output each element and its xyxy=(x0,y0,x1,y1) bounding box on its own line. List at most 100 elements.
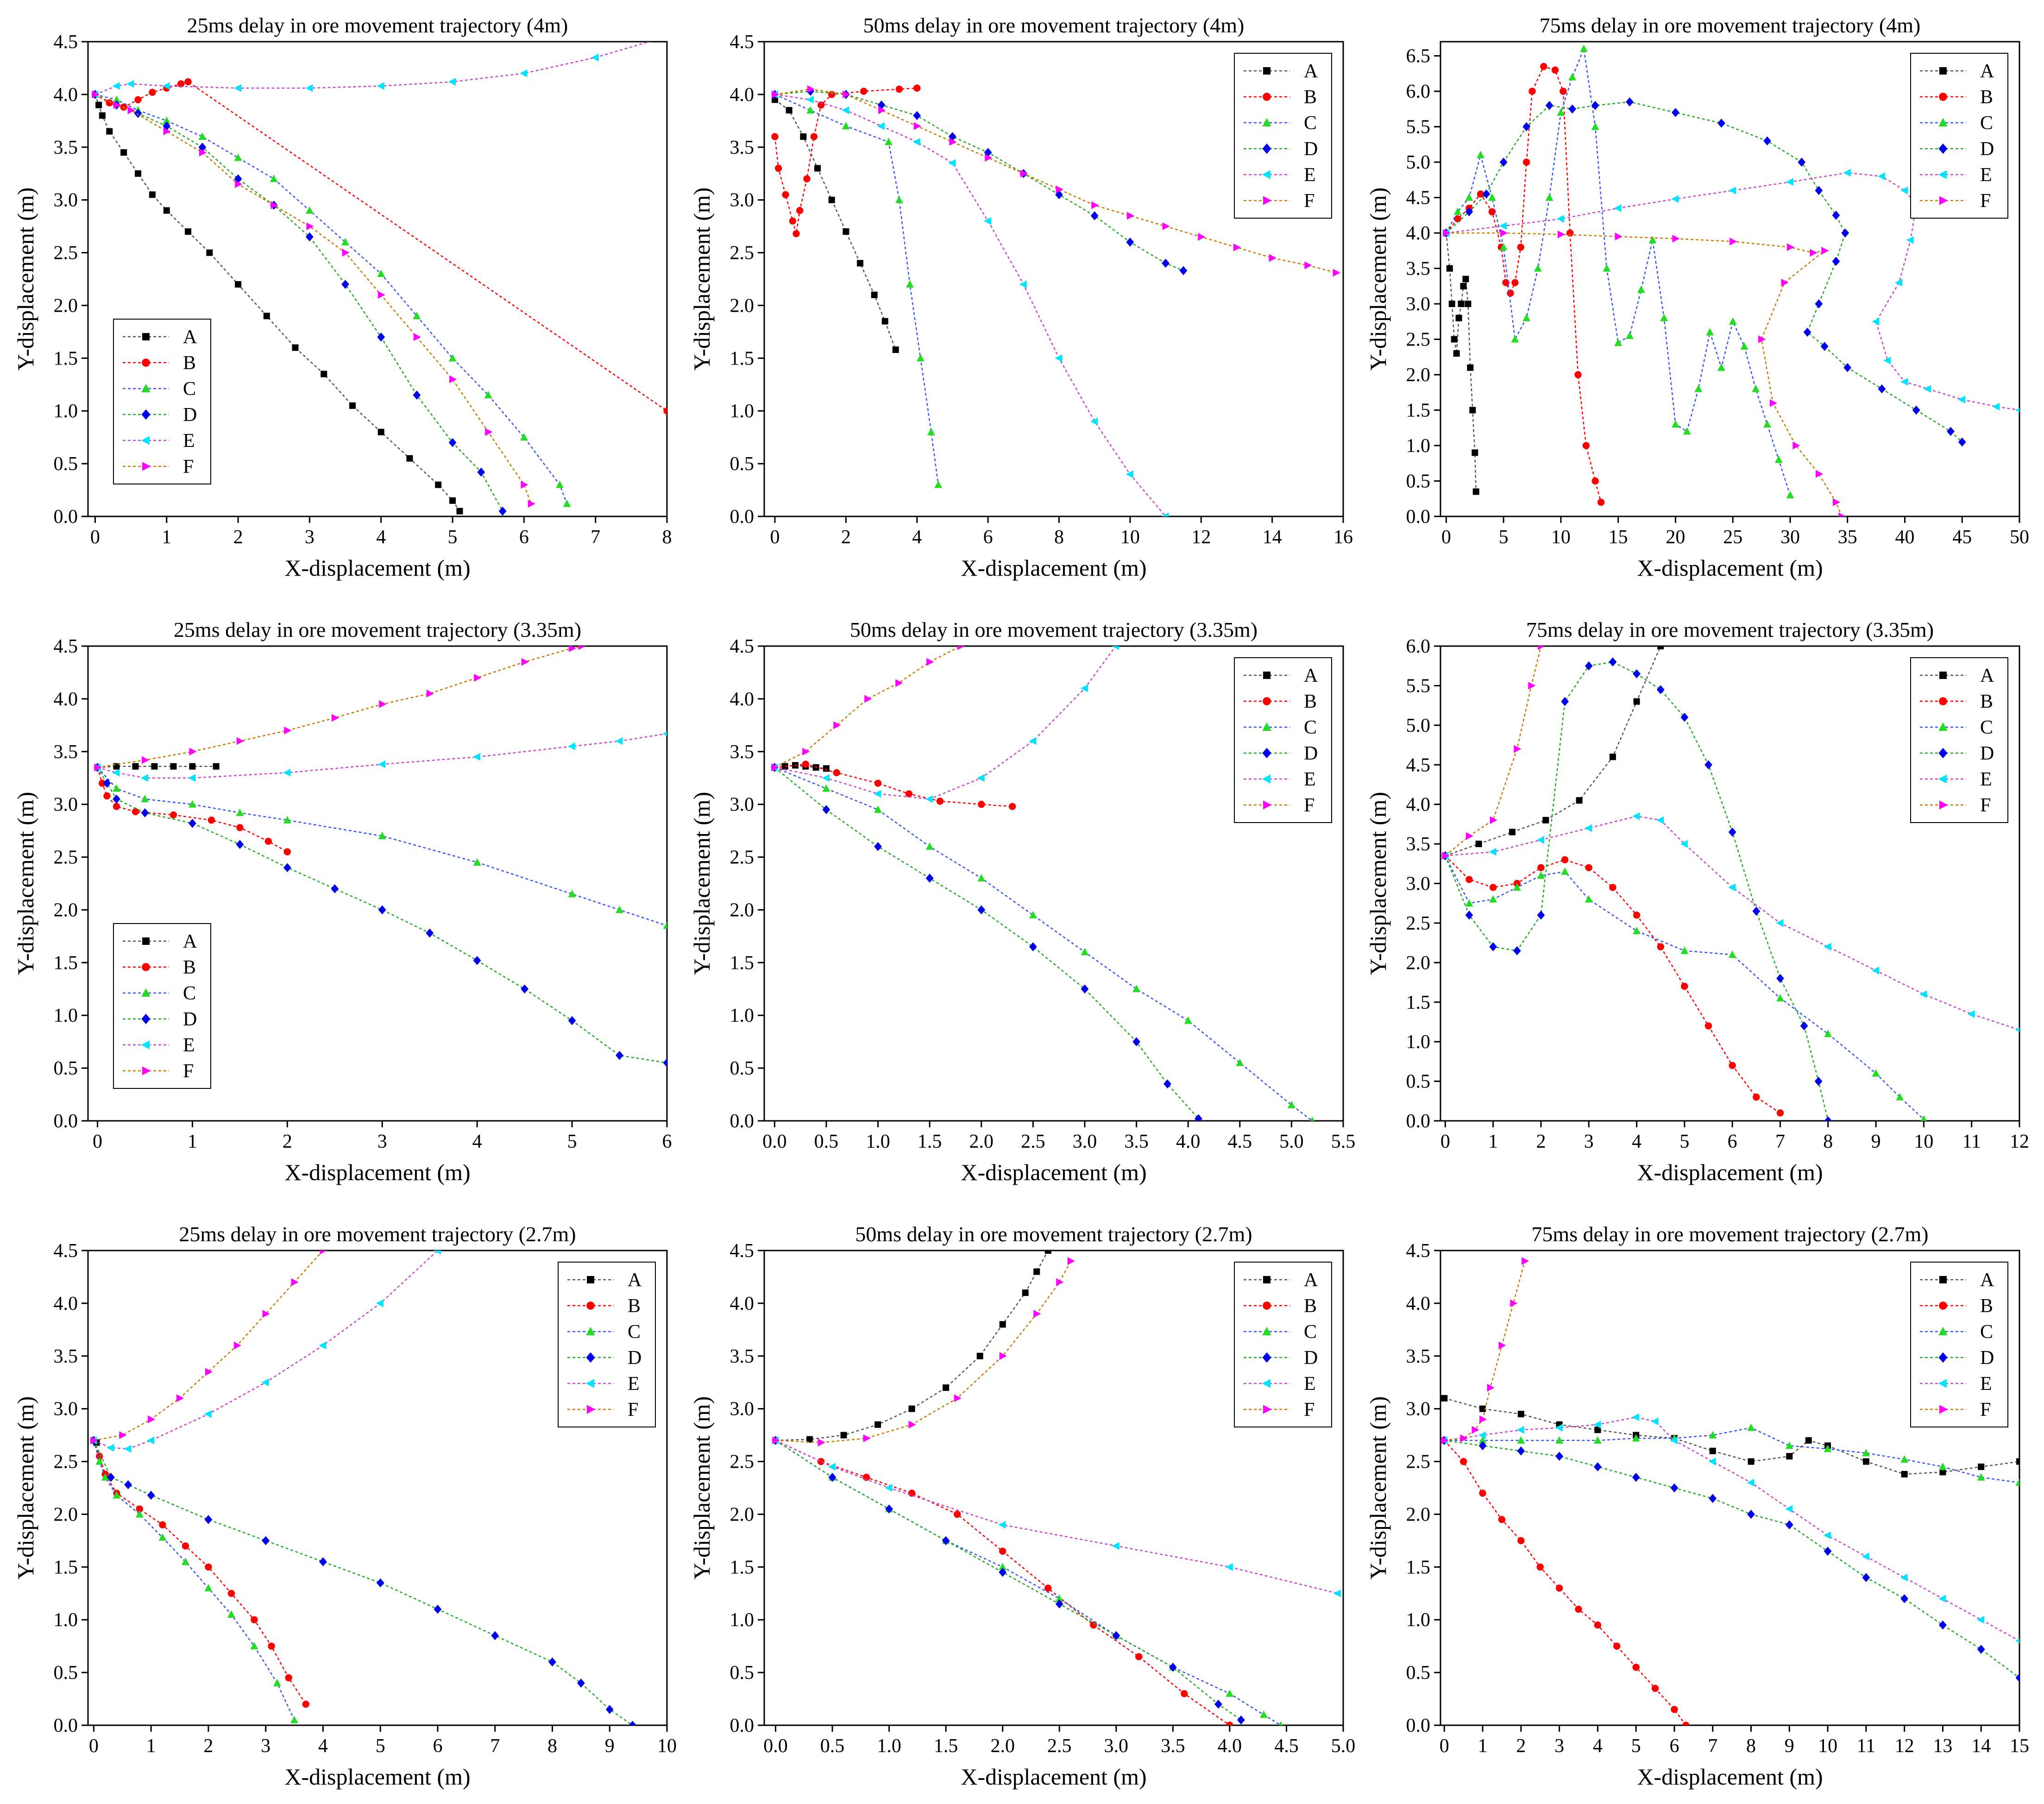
x-axis-label: X-displacement (m) xyxy=(284,1764,470,1790)
data-point xyxy=(1785,1505,1793,1513)
data-point xyxy=(283,848,291,855)
x-tick-label: 2 xyxy=(1536,1131,1546,1152)
data-point xyxy=(1465,301,1472,308)
data-point xyxy=(1763,420,1771,428)
y-tick-label: 1.5 xyxy=(54,1557,78,1578)
x-tick-label: 5 xyxy=(448,527,458,548)
data-point xyxy=(177,80,185,88)
data-point xyxy=(1536,1563,1544,1571)
y-tick-label: 1.0 xyxy=(54,401,78,422)
data-point xyxy=(120,149,127,156)
y-tick-label: 3.5 xyxy=(1406,834,1431,855)
data-point xyxy=(1135,1653,1143,1660)
data-point xyxy=(1626,97,1634,107)
series-line-D xyxy=(774,767,1199,1119)
data-point xyxy=(948,159,956,167)
data-point xyxy=(796,207,804,214)
data-point xyxy=(95,1457,104,1465)
data-point xyxy=(1923,385,1931,393)
data-point xyxy=(1805,1437,1812,1444)
data-point xyxy=(984,217,992,225)
data-point xyxy=(999,1321,1006,1328)
data-point xyxy=(1446,265,1453,272)
data-point xyxy=(141,383,151,392)
data-point xyxy=(1511,279,1519,286)
data-point xyxy=(189,748,197,756)
data-point xyxy=(1938,774,1947,784)
data-point xyxy=(1443,229,1451,237)
data-point xyxy=(1033,1310,1041,1318)
data-point xyxy=(1462,276,1469,283)
data-point xyxy=(181,1557,189,1565)
data-point xyxy=(874,1421,881,1428)
data-point xyxy=(1482,189,1491,199)
chart-title: 75ms delay in ore movement trajectory (4… xyxy=(1540,13,1921,37)
data-point xyxy=(449,497,456,504)
x-tick-label: 3.0 xyxy=(1073,1131,1097,1152)
y-tick-label: 0.5 xyxy=(1406,471,1431,492)
y-tick-label: 4.0 xyxy=(1406,794,1431,816)
x-tick-label: 8 xyxy=(662,527,672,548)
y-tick-label: 2.0 xyxy=(54,1504,78,1525)
data-point xyxy=(1709,1447,1716,1454)
legend-label: C xyxy=(1980,717,1993,738)
data-point xyxy=(1091,201,1099,209)
data-point xyxy=(1560,88,1567,95)
data-point xyxy=(1912,405,1920,415)
data-point xyxy=(1900,186,1908,195)
data-point xyxy=(1582,442,1590,449)
data-point xyxy=(1670,1483,1679,1493)
data-point xyxy=(1824,1445,1832,1452)
legend-label: F xyxy=(1980,795,1991,816)
chart-title: 50ms delay in ore movement trajectory (4… xyxy=(863,13,1245,37)
data-point xyxy=(1862,1553,1869,1560)
data-point xyxy=(1939,800,1948,810)
data-point xyxy=(1838,512,1846,516)
data-point xyxy=(1537,646,1546,650)
data-point xyxy=(1939,672,1947,679)
series-line-A xyxy=(774,99,896,350)
data-point xyxy=(251,1616,258,1623)
data-point xyxy=(1126,237,1134,247)
data-point xyxy=(586,1352,595,1363)
data-point xyxy=(1709,1494,1717,1503)
data-point xyxy=(474,673,482,682)
data-point xyxy=(843,90,850,99)
data-point xyxy=(331,884,339,893)
data-point xyxy=(877,100,886,110)
data-point xyxy=(182,1542,189,1550)
data-point xyxy=(1821,246,1829,255)
data-point xyxy=(477,467,485,477)
data-point xyxy=(577,1678,585,1688)
data-point xyxy=(1585,895,1593,903)
data-point xyxy=(141,436,150,445)
x-tick-label: 5 xyxy=(376,1735,385,1757)
data-point xyxy=(1597,498,1605,506)
data-point xyxy=(1465,193,1473,201)
data-point xyxy=(806,106,815,114)
legend-label: D xyxy=(1304,1347,1318,1369)
data-point xyxy=(141,756,150,764)
y-tick-label: 5.0 xyxy=(1406,152,1431,173)
data-point xyxy=(1633,911,1641,919)
x-tick-label: 5 xyxy=(1679,1131,1689,1152)
data-point xyxy=(1514,745,1522,753)
legend-label: B xyxy=(183,352,196,374)
data-point xyxy=(1055,354,1063,362)
data-point xyxy=(548,1657,556,1667)
x-tick-label: 7 xyxy=(591,527,600,548)
data-point xyxy=(1479,1490,1486,1497)
data-point xyxy=(1522,122,1531,132)
data-point xyxy=(578,646,586,650)
data-point xyxy=(1161,512,1169,516)
data-point xyxy=(1894,278,1903,287)
data-point xyxy=(1465,899,1473,907)
data-point xyxy=(1593,1421,1601,1429)
data-point xyxy=(802,761,809,768)
data-point xyxy=(1162,258,1170,268)
data-point xyxy=(843,228,849,235)
x-tick-label: 2 xyxy=(233,527,243,548)
data-point xyxy=(1671,195,1679,203)
data-point xyxy=(877,122,885,130)
